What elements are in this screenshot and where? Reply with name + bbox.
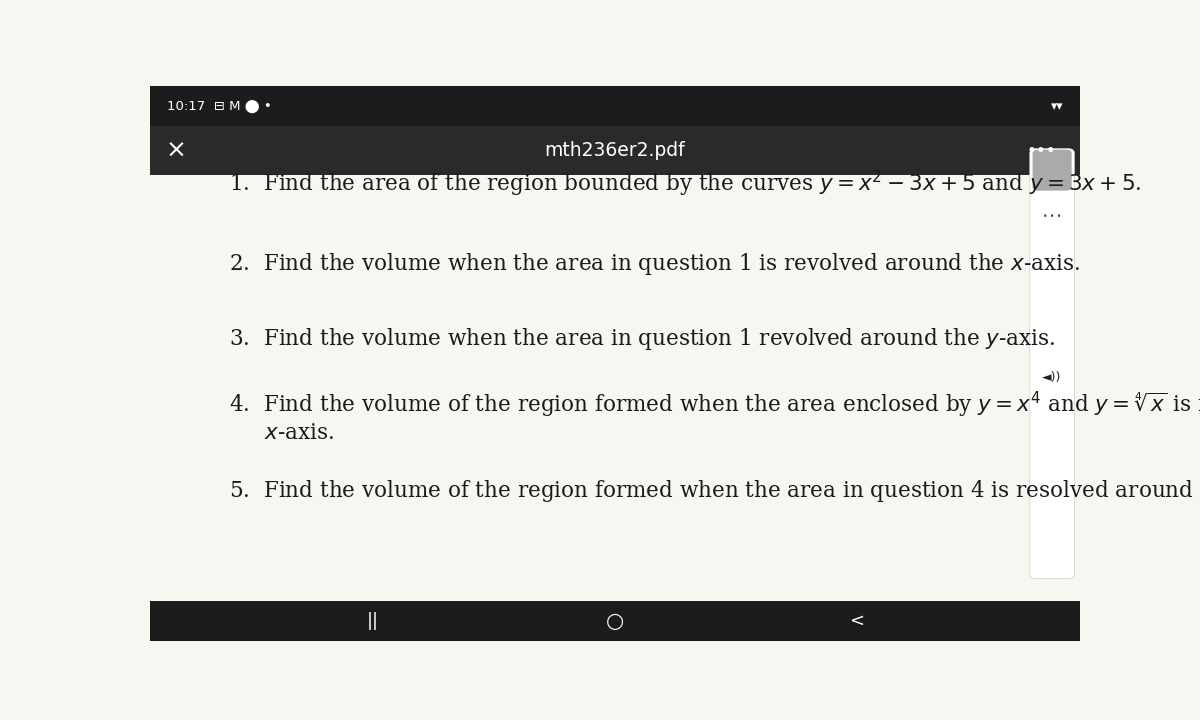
Text: •••: ••• [1026,142,1056,160]
Text: 10:17  ⊟ M ⬤ •: 10:17 ⊟ M ⬤ • [167,100,271,113]
FancyBboxPatch shape [1032,150,1072,191]
Text: 3.  Find the volume when the area in question 1 revolved around the $y$-axis.: 3. Find the volume when the area in ques… [229,325,1056,351]
Text: <: < [850,612,864,630]
Text: ||: || [367,612,379,630]
Text: ○: ○ [606,611,624,631]
FancyBboxPatch shape [150,126,1080,175]
Text: ▾▾: ▾▾ [1051,100,1063,113]
Text: 2.  Find the volume when the area in question 1 is revolved around the $x$-axis.: 2. Find the volume when the area in ques… [229,251,1080,276]
Text: $x$-axis.: $x$-axis. [264,422,335,444]
Text: 4.  Find the volume of the region formed when the area enclosed by $y = x^4$ and: 4. Find the volume of the region formed … [229,390,1200,420]
Text: ◄)): ◄)) [1043,371,1062,384]
FancyBboxPatch shape [1030,148,1074,579]
Text: ×: × [166,139,186,163]
Text: 5.  Find the volume of the region formed when the area in question 4 is resolved: 5. Find the volume of the region formed … [229,478,1200,504]
FancyBboxPatch shape [150,601,1080,641]
Text: mth236er2.pdf: mth236er2.pdf [545,141,685,161]
Text: 1.  Find the area of the region bounded by the curves $y = x^2 - 3x + 5$ and $y : 1. Find the area of the region bounded b… [229,168,1141,199]
Text: • • •: • • • [1043,212,1061,221]
FancyBboxPatch shape [150,86,1080,126]
